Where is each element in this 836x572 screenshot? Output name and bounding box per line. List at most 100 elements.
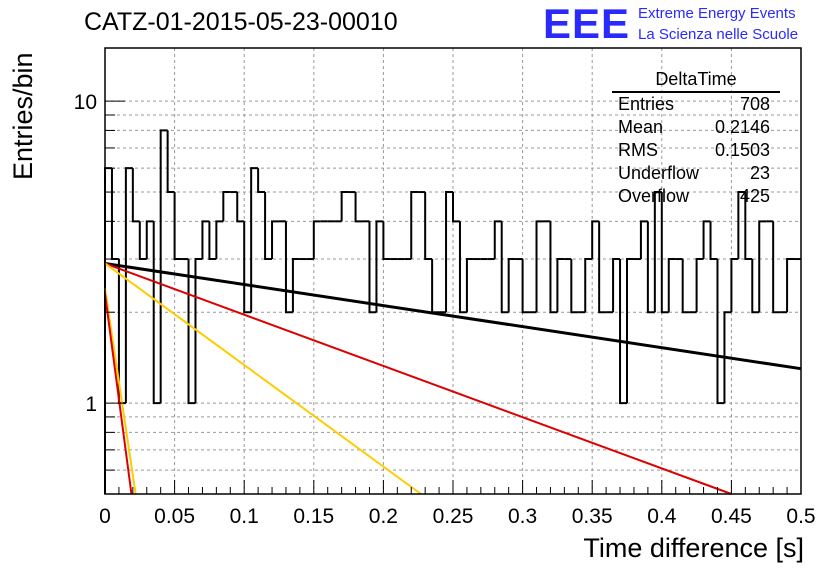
fit-line xyxy=(104,288,137,495)
histogram-bin xyxy=(493,220,502,260)
histogram-bin xyxy=(521,259,530,314)
histogram-bin xyxy=(340,191,349,222)
x-tick-label: 0 xyxy=(99,505,111,528)
histogram-bin xyxy=(410,191,419,260)
stats-label: Entries xyxy=(618,94,675,114)
x-tick-label: 0.25 xyxy=(433,505,474,528)
histogram-bin xyxy=(452,192,460,223)
histogram-bin xyxy=(709,221,718,261)
histogram-bin xyxy=(751,259,760,314)
histogram-bin xyxy=(584,258,593,313)
fit-line xyxy=(104,262,732,495)
histogram-bin xyxy=(354,192,363,223)
x-tick-label: 0.1 xyxy=(230,505,259,528)
x-tick-label: 0.2 xyxy=(369,505,398,528)
histogram-bin xyxy=(382,221,391,261)
axis-ticks xyxy=(104,100,802,495)
x-tick-label: 0.35 xyxy=(572,505,613,528)
x-tick-label: 0.05 xyxy=(154,505,195,528)
histogram-bin xyxy=(730,258,739,313)
stats-row: Mean 0.2146 xyxy=(612,116,780,139)
fit-line xyxy=(104,262,422,495)
histogram-bin xyxy=(445,191,453,313)
stats-row: RMS 0.1503 xyxy=(612,139,780,162)
stats-value: 0.2146 xyxy=(714,117,770,137)
histogram-bin xyxy=(737,191,746,260)
histogram-bin xyxy=(695,258,704,313)
histogram-bin xyxy=(166,130,175,194)
y-tick-label: 10 xyxy=(74,91,97,114)
histogram-bin xyxy=(723,311,732,404)
histogram-bin xyxy=(291,258,300,313)
y-axis-label: Entries/bin xyxy=(8,52,38,180)
x-axis-label: Time difference [s] xyxy=(583,533,804,563)
histogram-bin xyxy=(660,192,669,314)
stats-value: 0.1503 xyxy=(714,140,770,160)
histogram-bin xyxy=(667,258,676,313)
histogram-bin xyxy=(639,220,648,260)
histogram-bin xyxy=(257,168,266,194)
histogram-bin xyxy=(131,168,140,223)
histogram-bin xyxy=(424,192,433,261)
histogram-bin xyxy=(612,258,621,313)
x-tick-label: 0.5 xyxy=(786,505,815,528)
stats-value: 708 xyxy=(739,94,770,114)
x-tick-label: 0.15 xyxy=(293,505,334,528)
histogram-bin xyxy=(215,220,224,260)
chart-title: CATZ-01-2015-05-23-00010 xyxy=(84,8,398,36)
histogram-bin xyxy=(284,221,293,314)
histogram-bin xyxy=(598,221,607,314)
histogram-bin xyxy=(507,258,516,313)
histogram-bin xyxy=(264,192,273,261)
stats-box: DeltaTime Entries 708 Mean 0.2146 RMS 0.1503 U… xyxy=(612,68,780,208)
stats-value: 23 xyxy=(749,163,770,183)
histogram-bin xyxy=(312,220,321,260)
histogram xyxy=(104,129,801,494)
histogram-bin xyxy=(201,220,210,260)
logo-line-2: La Scienza nelle Scuole xyxy=(638,26,799,43)
histogram-bin xyxy=(716,259,725,405)
histogram-bin xyxy=(591,220,600,260)
histogram-bin xyxy=(208,221,217,261)
fit-lines xyxy=(104,262,802,495)
histogram-bin xyxy=(194,258,203,404)
histogram-bin xyxy=(124,167,133,404)
histogram-bin xyxy=(549,221,558,314)
histogram-bin xyxy=(117,259,126,405)
stats-row: Overflow 425 xyxy=(612,185,780,208)
histogram-bin xyxy=(744,192,753,261)
histogram-bin xyxy=(138,221,147,261)
histogram-bin xyxy=(145,220,154,260)
stats-title: DeltaTime xyxy=(612,68,780,93)
stats-row: Underflow 23 xyxy=(612,162,780,185)
histogram-bin xyxy=(236,192,245,223)
y-tick-label: 1 xyxy=(85,393,97,416)
histogram-bin xyxy=(619,259,627,405)
histogram-bin xyxy=(681,259,690,314)
histogram-bin xyxy=(368,221,377,314)
stats-label: RMS xyxy=(618,140,658,160)
fit-line xyxy=(104,293,133,495)
histogram-bin xyxy=(465,258,474,313)
histogram-bin xyxy=(250,167,259,313)
histogram-bin xyxy=(535,220,544,313)
fit-line xyxy=(104,262,802,371)
histogram-bin xyxy=(222,191,231,222)
histogram-bin xyxy=(173,192,182,261)
histogram-bin xyxy=(702,220,711,260)
histogram-bin xyxy=(653,191,662,313)
histogram-bin xyxy=(772,221,781,314)
histogram-bin xyxy=(110,168,119,261)
x-tick-label: 0.45 xyxy=(711,505,752,528)
logo-mark: EEE xyxy=(543,0,631,47)
histogram-bin xyxy=(570,259,579,314)
histogram-bin xyxy=(243,221,252,314)
stats-label: Underflow xyxy=(618,163,700,183)
stats-row: Entries 708 xyxy=(612,93,780,116)
stats-label: Mean xyxy=(618,117,664,137)
histogram-bin xyxy=(758,220,767,313)
histogram-bin xyxy=(786,258,795,313)
histogram-bin xyxy=(187,259,196,405)
logo-line-1: Extreme Energy Events xyxy=(638,5,796,22)
